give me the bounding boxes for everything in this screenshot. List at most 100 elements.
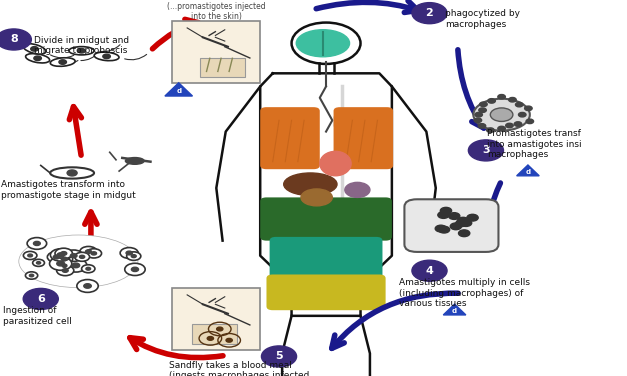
- Circle shape: [23, 252, 37, 259]
- FancyBboxPatch shape: [404, 199, 498, 252]
- Circle shape: [36, 262, 41, 264]
- Circle shape: [67, 170, 77, 176]
- Circle shape: [86, 267, 90, 270]
- Circle shape: [435, 225, 446, 232]
- Circle shape: [72, 263, 80, 268]
- Ellipse shape: [125, 158, 144, 164]
- Circle shape: [70, 254, 77, 258]
- Circle shape: [56, 254, 73, 264]
- Circle shape: [59, 60, 66, 64]
- Circle shape: [467, 214, 478, 221]
- Circle shape: [63, 265, 66, 267]
- Circle shape: [50, 257, 71, 270]
- Circle shape: [47, 252, 66, 262]
- Ellipse shape: [23, 44, 46, 54]
- Ellipse shape: [19, 235, 138, 288]
- Circle shape: [412, 260, 447, 281]
- Circle shape: [460, 220, 472, 226]
- Circle shape: [474, 118, 482, 123]
- Circle shape: [514, 122, 522, 126]
- Circle shape: [91, 252, 97, 255]
- FancyBboxPatch shape: [334, 158, 350, 167]
- Polygon shape: [443, 304, 466, 315]
- Circle shape: [490, 108, 513, 121]
- Circle shape: [86, 249, 102, 258]
- Circle shape: [62, 264, 67, 267]
- Circle shape: [27, 238, 46, 249]
- Circle shape: [526, 119, 534, 124]
- Circle shape: [525, 106, 532, 111]
- Circle shape: [208, 337, 213, 340]
- Circle shape: [33, 241, 40, 246]
- Circle shape: [57, 261, 65, 266]
- Text: 3: 3: [482, 146, 490, 155]
- Text: Promastigotes transf
into amastigotes insi
macrophages: Promastigotes transf into amastigotes in…: [487, 129, 582, 159]
- Circle shape: [34, 56, 41, 61]
- Text: Sandfly takes a blood meal
(ingests macrophages infected: Sandfly takes a blood meal (ingests macr…: [169, 361, 310, 376]
- Circle shape: [78, 49, 85, 53]
- Circle shape: [85, 250, 92, 253]
- Text: 5: 5: [275, 352, 283, 361]
- FancyBboxPatch shape: [266, 274, 386, 310]
- Circle shape: [57, 253, 65, 257]
- Ellipse shape: [26, 54, 50, 63]
- Circle shape: [23, 288, 58, 309]
- FancyBboxPatch shape: [270, 237, 382, 278]
- Circle shape: [58, 262, 71, 270]
- Circle shape: [261, 346, 297, 367]
- Circle shape: [61, 257, 67, 261]
- Circle shape: [488, 99, 495, 103]
- Circle shape: [519, 112, 526, 117]
- FancyBboxPatch shape: [172, 21, 260, 83]
- FancyBboxPatch shape: [172, 288, 260, 350]
- FancyBboxPatch shape: [334, 116, 350, 126]
- Circle shape: [64, 250, 83, 261]
- Circle shape: [487, 128, 494, 132]
- Circle shape: [508, 97, 516, 102]
- Text: Ingestion of
parasitized cell: Ingestion of parasitized cell: [3, 306, 72, 326]
- Text: d: d: [452, 308, 457, 314]
- Circle shape: [82, 265, 95, 273]
- Circle shape: [84, 284, 92, 288]
- Text: Amastigotes multiply in cells
(including macrophages) of
various tissues: Amastigotes multiply in cells (including…: [399, 278, 530, 308]
- FancyBboxPatch shape: [200, 58, 245, 77]
- Circle shape: [31, 47, 38, 51]
- Circle shape: [480, 102, 487, 106]
- Text: d: d: [176, 88, 181, 94]
- Circle shape: [498, 94, 505, 99]
- Circle shape: [448, 213, 460, 220]
- Circle shape: [438, 226, 450, 233]
- Circle shape: [77, 279, 98, 293]
- Ellipse shape: [473, 99, 530, 131]
- Circle shape: [29, 274, 34, 277]
- Ellipse shape: [50, 58, 75, 66]
- Ellipse shape: [301, 189, 332, 206]
- Text: 6: 6: [37, 294, 45, 304]
- Circle shape: [55, 248, 73, 259]
- Circle shape: [58, 262, 70, 270]
- Ellipse shape: [320, 152, 351, 176]
- Circle shape: [475, 112, 482, 117]
- Circle shape: [126, 251, 132, 255]
- Text: 2: 2: [426, 8, 433, 18]
- Ellipse shape: [69, 47, 94, 55]
- Ellipse shape: [345, 182, 370, 197]
- Circle shape: [61, 252, 66, 255]
- Circle shape: [479, 108, 487, 112]
- Circle shape: [53, 255, 60, 259]
- Circle shape: [226, 338, 232, 342]
- Circle shape: [458, 230, 470, 237]
- Text: 8: 8: [10, 35, 18, 44]
- Circle shape: [132, 267, 139, 271]
- Circle shape: [65, 259, 87, 272]
- Circle shape: [26, 272, 38, 279]
- Circle shape: [103, 54, 110, 59]
- Circle shape: [506, 123, 514, 128]
- FancyBboxPatch shape: [192, 324, 237, 344]
- Circle shape: [131, 255, 136, 258]
- Circle shape: [75, 252, 90, 261]
- FancyBboxPatch shape: [334, 107, 393, 169]
- Circle shape: [458, 217, 469, 224]
- Polygon shape: [517, 165, 539, 176]
- Polygon shape: [165, 83, 192, 96]
